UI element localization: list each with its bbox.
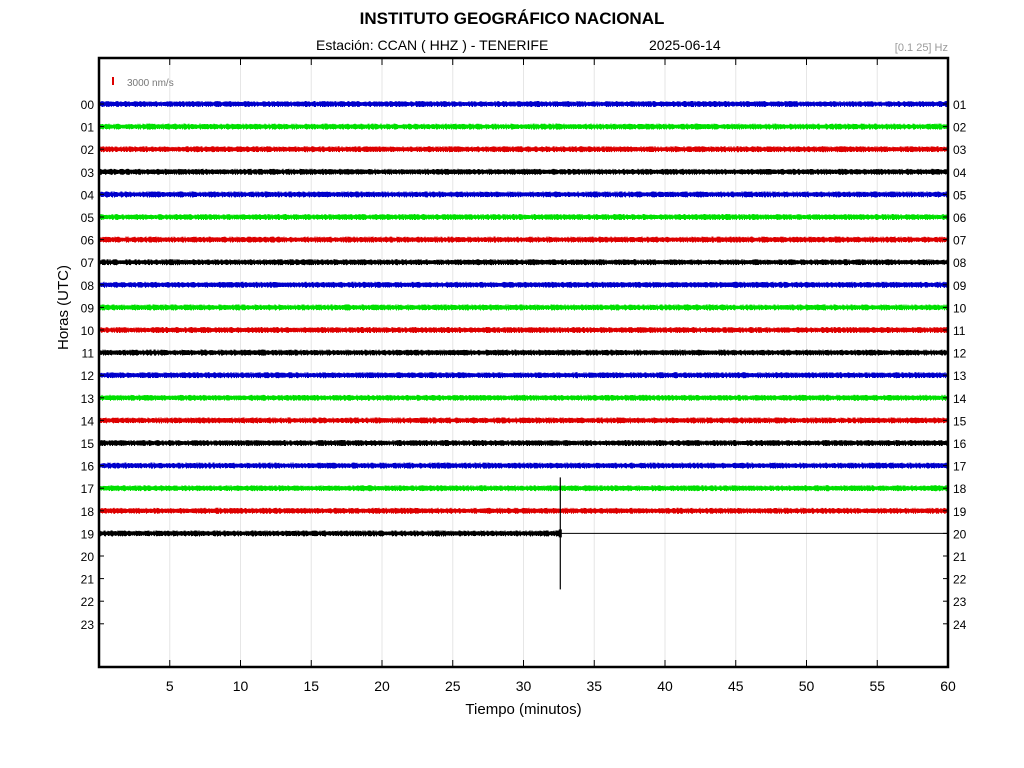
y-tick-label-right: 07	[953, 234, 967, 248]
x-tick-label: 40	[657, 678, 673, 694]
y-tick-label-left: 03	[81, 166, 95, 180]
trace-hour-12	[98, 372, 949, 379]
y-tick-label-right: 13	[953, 369, 967, 383]
y-tick-label-right: 11	[953, 324, 966, 338]
y-tick-label-right: 16	[953, 437, 967, 451]
y-tick-label-left: 06	[81, 234, 95, 248]
y-tick-label-right: 14	[953, 392, 967, 406]
x-tick-label: 60	[940, 678, 956, 694]
trace-hour-16	[98, 462, 949, 469]
y-tick-label-right: 04	[953, 166, 967, 180]
y-tick-label-right: 06	[953, 211, 967, 225]
trace-hour-05	[98, 213, 949, 221]
y-tick-label-left: 12	[81, 369, 95, 383]
trace-hour-03	[98, 168, 949, 175]
grid-lines	[169, 58, 878, 667]
scale-label: 3000 nm/s	[127, 78, 174, 89]
y-tick-label-left: 18	[81, 505, 95, 519]
y-tick-label-left: 05	[81, 211, 95, 225]
y-tick-label-left: 14	[81, 414, 95, 428]
x-tick-label: 15	[303, 678, 319, 694]
x-tick-label: 50	[799, 678, 815, 694]
y-tick-label-left: 01	[81, 121, 95, 135]
station-label: Estación: CCAN ( HHZ ) - TENERIFE	[316, 37, 549, 53]
y-tick-label-right: 24	[953, 618, 967, 632]
x-tick-label: 5	[166, 678, 174, 694]
y-tick-label-left: 08	[81, 279, 95, 293]
y-tick-label-left: 02	[81, 143, 95, 157]
y-tick-label-left: 21	[81, 573, 95, 587]
y-tick-label-left: 15	[81, 437, 95, 451]
trace-hour-04	[98, 191, 949, 198]
trace-hour-11	[98, 349, 949, 356]
axes-frame	[97, 56, 950, 669]
trace-hour-15	[98, 439, 949, 447]
y-tick-label-right: 10	[953, 301, 967, 315]
y-tick-label-left: 00	[81, 98, 95, 112]
y-tick-label-right: 20	[953, 527, 967, 541]
x-tick-label: 30	[516, 678, 532, 694]
y-tick-label-right: 02	[953, 121, 967, 135]
x-tick-label: 25	[445, 678, 461, 694]
y-tick-label-left: 22	[81, 595, 95, 609]
trace-hour-14	[98, 417, 949, 424]
x-tick-label: 20	[374, 678, 390, 694]
trace-hour-01	[98, 123, 949, 130]
y-tick-label-right: 08	[953, 256, 967, 270]
y-tick-label-left: 09	[81, 301, 95, 315]
y-tick-label-left: 10	[81, 324, 95, 338]
y-tick-label-left: 17	[81, 482, 95, 496]
y-tick-label-right: 17	[953, 460, 967, 474]
y-tick-label-right: 23	[953, 595, 967, 609]
trace-hour-18	[98, 507, 949, 514]
date-label: 2025-06-14	[649, 37, 721, 53]
y-tick-label-right: 05	[953, 188, 967, 202]
x-tick-label: 55	[869, 678, 885, 694]
x-tick-label: 35	[586, 678, 602, 694]
trace-hour-07	[98, 259, 949, 266]
y-tick-label-left: 23	[81, 618, 95, 632]
y-tick-label-right: 22	[953, 573, 967, 587]
filter-band-label: [0.1 25] Hz	[894, 42, 948, 54]
x-tick-label: 45	[728, 678, 744, 694]
trace-hour-17	[98, 485, 949, 492]
trace-hour-02	[98, 146, 949, 153]
y-tick-label-right: 15	[953, 414, 967, 428]
y-tick-label-left: 04	[81, 188, 95, 202]
x-axis-label: Tiempo (minutos)	[465, 701, 581, 718]
trace-hour-19	[98, 530, 561, 537]
y-tick-label-right: 18	[953, 482, 967, 496]
axis-labels: 5 10 15 20 25 30 35 40 45 50 55 60 00 01 02 03 04 05 06 07 0…	[55, 77, 967, 718]
trace-hour-13	[98, 394, 949, 401]
y-tick-label-right: 19	[953, 505, 967, 519]
trace-hour-09	[98, 304, 949, 311]
seismic-traces	[98, 100, 949, 590]
trace-hour-08	[98, 281, 949, 288]
y-tick-label-left: 19	[81, 527, 95, 541]
trace-hour-00	[98, 100, 949, 108]
trace-hour-06	[98, 236, 949, 243]
y-tick-label-right: 01	[953, 98, 967, 112]
y-tick-label-left: 13	[81, 392, 95, 406]
y-tick-label-left: 16	[81, 460, 95, 474]
y-tick-label-right: 21	[953, 550, 967, 564]
x-tick-label: 10	[233, 678, 249, 694]
y-tick-label-right: 12	[953, 347, 967, 361]
trace-hour-10	[98, 326, 949, 334]
y-tick-label-right: 09	[953, 279, 967, 293]
y-tick-label-left: 20	[81, 550, 95, 564]
y-tick-label-right: 03	[953, 143, 967, 157]
y-tick-label-left: 07	[81, 256, 95, 270]
chart-title: INSTITUTO GEOGRÁFICO NACIONAL	[359, 9, 665, 28]
y-axis-label: Horas (UTC)	[55, 265, 72, 350]
y-tick-label-left: 11	[82, 347, 95, 361]
